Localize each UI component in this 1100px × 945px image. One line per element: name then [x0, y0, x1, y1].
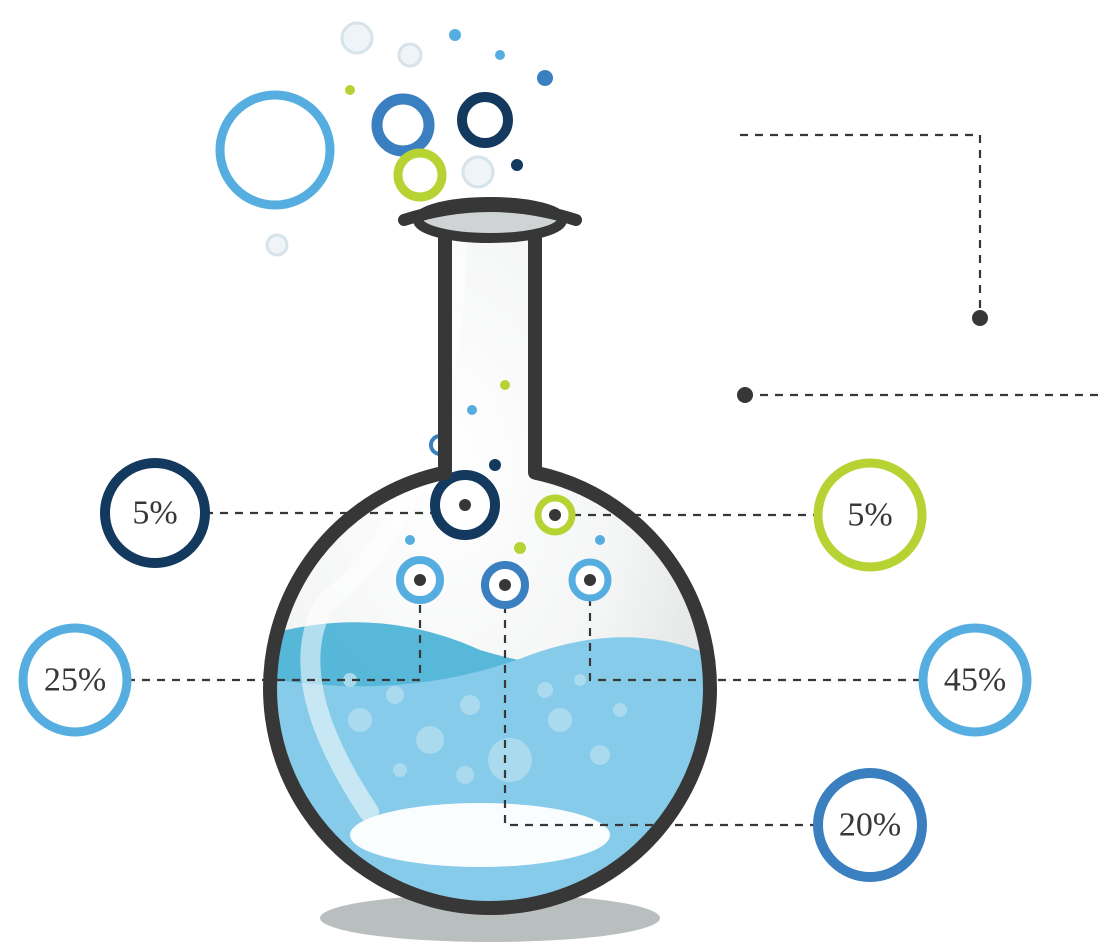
floating-bubble [342, 23, 372, 53]
gas-dot [467, 405, 477, 415]
annotation-label-left-25: 25% [44, 662, 106, 699]
floating-bubble [511, 159, 523, 171]
liquid-bubble [456, 766, 474, 784]
liquid-bubble [460, 695, 480, 715]
anchor-dot [414, 574, 426, 586]
anchor-dot [549, 509, 561, 521]
annotation-label-right-5: 5% [847, 497, 892, 534]
liquid-bubble [488, 738, 532, 782]
liquid-bubble [416, 726, 444, 754]
floating-bubble [449, 29, 461, 41]
gas-dot [595, 535, 605, 545]
gas-dot [405, 535, 415, 545]
gas-dot [514, 542, 526, 554]
annotation-label-left-5: 5% [132, 495, 177, 532]
annotation-label-right-45: 45% [944, 662, 1006, 699]
extra-leader [740, 135, 980, 315]
liquid-bubble [393, 763, 407, 777]
floating-bubble [399, 44, 421, 66]
floating-bubble [398, 153, 442, 197]
annotation-label-right-20: 20% [839, 807, 901, 844]
gas-dot [500, 380, 510, 390]
floating-bubble [462, 97, 508, 143]
flask-infographic: 5% 25% 5% 45% 20% [0, 0, 1100, 945]
floating-bubble [495, 50, 505, 60]
gas-dot [489, 459, 501, 471]
liquid-bubble [537, 682, 553, 698]
floating-bubble [377, 99, 429, 151]
anchor-dot [584, 574, 596, 586]
liquid-bubble [613, 703, 627, 717]
liquid-bubble [386, 686, 404, 704]
liquid-bubble [348, 708, 372, 732]
floating-bubble [463, 157, 493, 187]
leader-end-dot [972, 310, 988, 326]
floating-bubble [345, 85, 355, 95]
anchor-dot [459, 499, 471, 511]
floating-bubble [267, 235, 287, 255]
liquid-bubble [590, 745, 610, 765]
leader-end-dot [737, 387, 753, 403]
floating-bubble [537, 70, 553, 86]
anchor-dot [499, 579, 511, 591]
liquid-bubble [574, 674, 586, 686]
liquid-bubble [548, 708, 572, 732]
floating-bubble [220, 95, 330, 205]
liquid-highlight [350, 803, 610, 867]
